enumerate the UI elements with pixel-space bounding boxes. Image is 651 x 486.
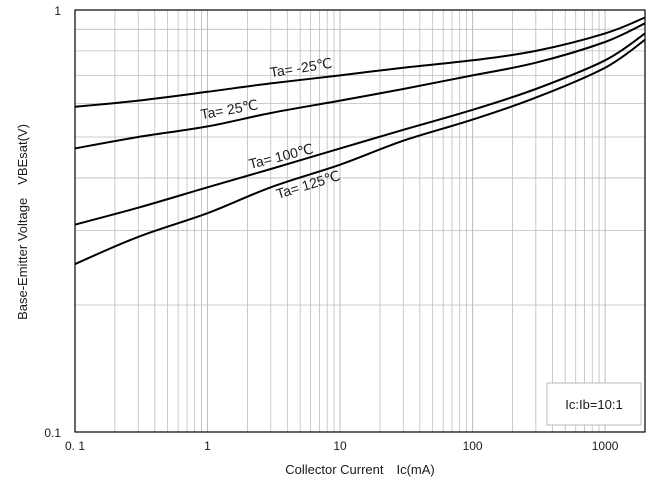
x-tick-label: 1	[204, 439, 211, 453]
curve-label: Ta= 25℃	[199, 96, 259, 122]
condition-note: Ic:Ib=10:1	[565, 397, 622, 412]
series-line	[74, 32, 646, 226]
plot-frame	[74, 9, 646, 433]
y-axis-label: Base-Emitter Voltage VBEsat(V)	[15, 124, 30, 320]
condition-box	[546, 382, 642, 426]
series-line	[74, 16, 646, 108]
series-line	[74, 38, 646, 266]
y-tick-label: 1	[54, 4, 61, 18]
curve-label: Ta= 100℃	[247, 140, 315, 171]
x-tick-labels: 0. 1 1 10 100 1000	[65, 439, 619, 453]
x-tick-label: 10	[333, 439, 347, 453]
x-tick-label: 0. 1	[65, 439, 85, 453]
y-tick-label: 0.1	[44, 426, 61, 440]
x-tick-label: 1000	[592, 439, 619, 453]
curves	[74, 16, 646, 266]
y-tick-labels: 10.1	[44, 4, 61, 440]
curve-label: Ta= 125℃	[274, 167, 342, 202]
series-line	[74, 22, 646, 150]
x-axis-label: Collector Current Ic(mA)	[285, 462, 435, 477]
x-tick-label: 100	[463, 439, 483, 453]
